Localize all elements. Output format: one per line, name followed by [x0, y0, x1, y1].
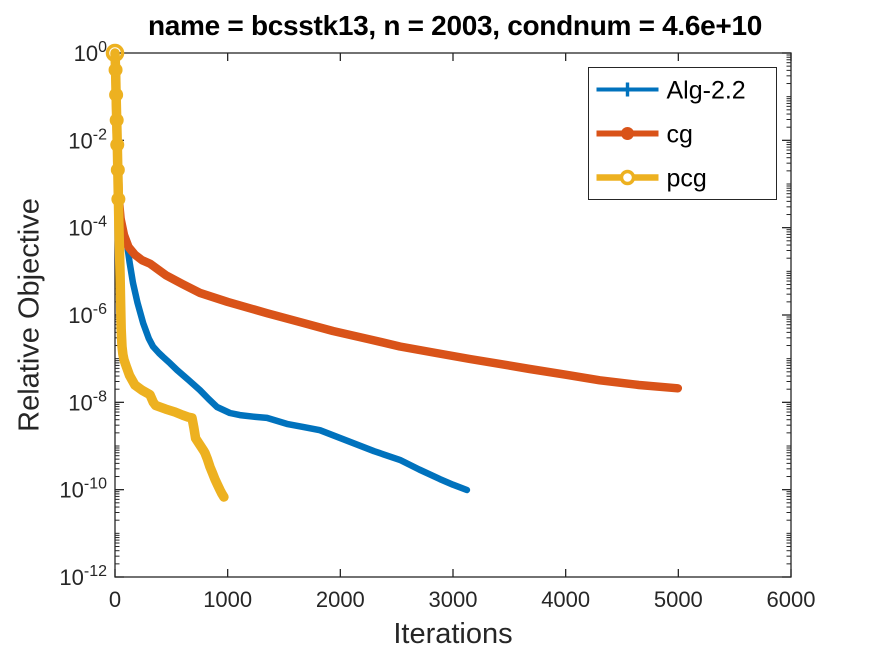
x-axis-label: Iterations	[393, 618, 513, 650]
y-tick-label: 10-10	[59, 476, 107, 503]
chart-title: name = bcsstk13, n = 2003, condnum = 4.6…	[147, 10, 763, 41]
legend: Alg-2.2 cg pcg	[588, 67, 777, 200]
marker-circle-pcg	[109, 113, 124, 128]
x-tick-label: 0	[109, 587, 121, 612]
legend-label: Alg-2.2	[667, 77, 746, 105]
legend-entry-cg: cg	[596, 121, 693, 149]
x-tick-label: 1000	[203, 587, 252, 612]
y-tick-label: 10-6	[68, 301, 107, 328]
y-axis-ticks: 100 10-2 10-4 10-6 10-8 10-10 10-12	[59, 39, 791, 590]
legend-label: cg	[667, 121, 693, 149]
marker-circle-pcg	[109, 87, 124, 102]
marker-circle-pcg	[108, 62, 123, 77]
y-axis-label: Relative Objective	[13, 198, 46, 432]
legend-entry-pcg: pcg	[596, 165, 707, 193]
y-tick-label: 10-4	[68, 214, 107, 241]
y-tick-label: 10-12	[59, 563, 107, 590]
legend-dot-marker-icon	[621, 127, 634, 140]
legend-circle-marker-icon	[619, 169, 636, 186]
y-tick-label: 10-2	[68, 126, 107, 153]
legend-entry-Alg-2.2: Alg-2.2	[596, 77, 746, 105]
legend-label: pcg	[667, 165, 707, 193]
x-tick-label: 5000	[654, 587, 703, 612]
x-tick-label: 2000	[316, 587, 365, 612]
y-tick-label: 10-8	[68, 388, 107, 415]
series-line-pcg	[110, 48, 229, 502]
marker-circle-pcg	[110, 137, 125, 152]
x-tick-label: 6000	[767, 587, 816, 612]
y-tick-label: 100	[74, 39, 107, 66]
series-group	[105, 43, 683, 502]
x-tick-label: 4000	[541, 587, 590, 612]
marker-circle-pcg	[105, 43, 125, 63]
marker-circle-pcg	[110, 162, 125, 177]
x-axis-ticks: 0 1000 2000 3000 4000 5000 6000	[109, 53, 816, 612]
marker-circle-pcg	[111, 192, 126, 207]
x-tick-label: 3000	[429, 587, 478, 612]
